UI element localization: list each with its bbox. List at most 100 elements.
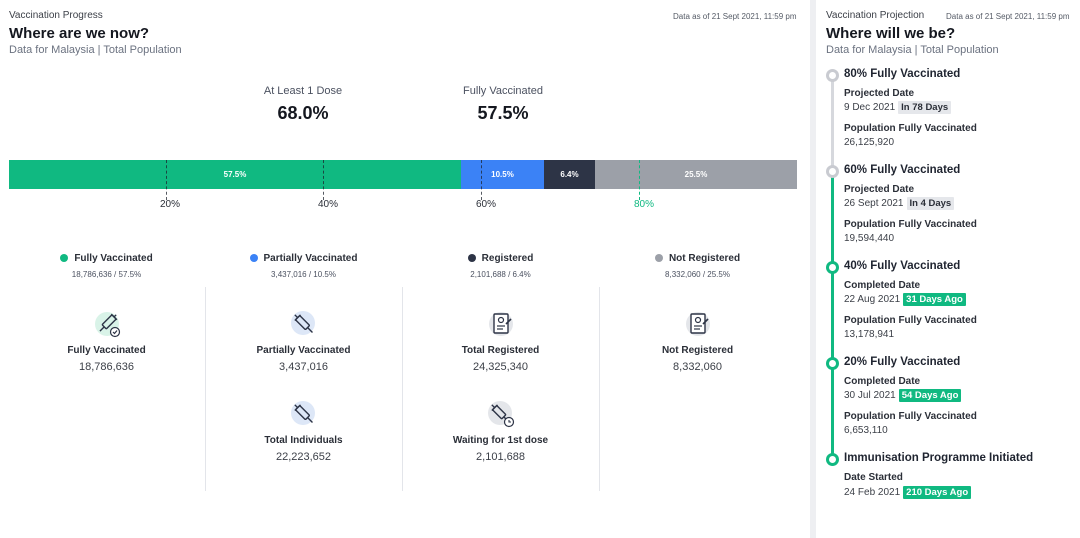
tick-label-80: 80%: [633, 199, 654, 210]
card-value: 8,332,060: [673, 361, 722, 373]
milestone-pop-label: Population Fully Vaccinated: [844, 315, 977, 326]
timeline-node-start: [826, 453, 839, 466]
milestone-pop: 6,653,110: [844, 425, 888, 436]
milestone-date: 22 Aug 2021: [844, 294, 901, 305]
legend-label: Not Registered: [668, 252, 741, 264]
card-value: 2,101,688: [476, 451, 525, 463]
legend-value: 3,437,016 / 10.5%: [271, 270, 336, 279]
card-value: 3,437,016: [279, 361, 328, 373]
syringe-icon: [290, 401, 315, 425]
column-divider: [205, 287, 206, 491]
tick-label-60: 60%: [475, 199, 496, 210]
legend-fully-vaccinated: Fully Vaccinated 18,786,636 / 57.5%: [8, 249, 205, 279]
timeline-node-40: [826, 261, 839, 274]
legend-label: Partially Vaccinated: [263, 252, 358, 264]
milestone-date-label: Projected Date: [844, 184, 915, 195]
milestone-title: Immunisation Programme Initiated: [844, 452, 1034, 464]
milestone-pop-label: Population Fully Vaccinated: [844, 219, 977, 230]
milestone-pop: 26,125,920: [844, 137, 895, 148]
column-divider: [599, 287, 600, 491]
bar-segment-partially-vaccinated[interactable]: 10.5%: [461, 160, 544, 189]
milestone-date-row: 9 Dec 2021 In 78 Days: [844, 101, 952, 114]
section-label: Vaccination Projection: [826, 10, 925, 21]
milestone-pop: 13,178,941: [844, 329, 895, 340]
bar-segment-not-registered[interactable]: 25.5%: [595, 160, 797, 189]
bar-segment-registered[interactable]: 6.4%: [544, 160, 595, 189]
card-total-registered: Total Registered 24,325,340: [402, 309, 599, 373]
milestone-date-label: Projected Date: [844, 88, 915, 99]
registration-form-icon: [488, 312, 513, 336]
vaccination-progress-bar: 57.5% 10.5% 6.4% 25.5%: [9, 160, 797, 189]
tick-label-20: 20%: [159, 199, 180, 210]
syringe-icon: [290, 311, 315, 335]
syringe-check-icon: [94, 312, 120, 338]
milestone-date-row: 30 Jul 2021 54 Days Ago: [844, 389, 962, 402]
legend-dot: [654, 254, 663, 262]
milestone-title: 40% Fully Vaccinated: [844, 260, 961, 272]
timeline-segment-pending: [831, 80, 834, 172]
page-subtitle: Data for Malaysia | Total Population: [826, 44, 999, 56]
milestone-date: 9 Dec 2021: [844, 102, 896, 113]
milestone-badge: In 4 Days: [906, 197, 955, 210]
page-subtitle: Data for Malaysia | Total Population: [9, 44, 182, 56]
milestone-date-label: Completed Date: [844, 280, 921, 291]
legend-label: Registered: [481, 252, 534, 264]
milestone-title: 80% Fully Vaccinated: [844, 68, 961, 80]
tick-line-80-target: [639, 160, 640, 200]
milestone-date-label: Date Started: [844, 472, 903, 483]
card-fully-vaccinated: Fully Vaccinated 18,786,636: [8, 309, 205, 373]
legend-registered: Registered 2,101,688 / 6.4%: [402, 249, 599, 279]
legend-value: 18,786,636 / 57.5%: [71, 270, 142, 279]
milestone-title: 20% Fully Vaccinated: [844, 356, 961, 368]
registration-form-icon: [685, 312, 710, 336]
column-divider: [402, 287, 403, 491]
timeline-node-80: [826, 69, 839, 82]
tick-line-40: [323, 160, 324, 200]
vaccination-progress-panel: Vaccination Progress Data as of 21 Sept …: [8, 10, 797, 491]
card-partially-vaccinated: Partially Vaccinated 3,437,016: [205, 309, 402, 373]
timeline-node-60: [826, 165, 839, 178]
legend-not-registered: Not Registered 8,332,060 / 25.5%: [599, 249, 796, 279]
legend-dot: [467, 254, 476, 262]
milestone-date-row: 26 Sept 2021 In 4 Days: [844, 197, 955, 210]
data-timestamp: Data as of 21 Sept 2021, 11:59 pm: [946, 12, 1070, 21]
stat-fully-vaccinated: Fully Vaccinated 57.5%: [423, 85, 583, 124]
legend-partially-vaccinated: Partially Vaccinated 3,437,016 / 10.5%: [205, 249, 402, 279]
card-label: Fully Vaccinated: [67, 345, 146, 356]
milestone-date-row: 24 Feb 2021 210 Days Ago: [844, 486, 972, 499]
panel-divider: [810, 0, 816, 538]
tick-label-40: 40%: [317, 199, 338, 210]
card-value: 24,325,340: [472, 361, 529, 373]
page-title: Where will we be?: [826, 25, 956, 42]
card-waiting-first-dose: Waiting for 1st dose 2,101,688: [402, 399, 599, 463]
data-timestamp: Data as of 21 Sept 2021, 11:59 pm: [673, 12, 797, 21]
syringe-clock-icon: [487, 401, 514, 428]
legend-label: Fully Vaccinated: [74, 252, 153, 264]
legend-dot: [249, 254, 258, 262]
milestone-date: 26 Sept 2021: [844, 198, 904, 209]
stat-at-least-one-dose: At Least 1 Dose 68.0%: [223, 85, 383, 124]
tick-line-60: [481, 160, 482, 200]
stat-label: At Least 1 Dose: [263, 85, 343, 97]
legend-value: 8,332,060 / 25.5%: [665, 270, 730, 279]
legend-dot: [60, 254, 69, 262]
card-label: Not Registered: [661, 345, 734, 356]
milestone-badge: 54 Days Ago: [898, 389, 962, 402]
card-label: Partially Vaccinated: [256, 345, 351, 356]
stat-value: 57.5%: [477, 103, 529, 123]
card-not-registered: Not Registered 8,332,060: [599, 309, 796, 373]
milestone-badge: 31 Days Ago: [903, 293, 966, 306]
milestone-title: 60% Fully Vaccinated: [844, 164, 961, 176]
card-label: Total Registered: [461, 345, 540, 356]
milestone-date-label: Completed Date: [844, 376, 921, 387]
timeline-segment-completed: [831, 176, 834, 460]
milestone-date-row: 22 Aug 2021 31 Days Ago: [844, 293, 966, 306]
milestone-date: 24 Feb 2021: [844, 487, 901, 498]
milestone-pop-label: Population Fully Vaccinated: [844, 411, 977, 422]
stat-value: 68.0%: [277, 103, 329, 123]
vaccination-projection-panel: Vaccination Projection Data as of 21 Sep…: [816, 0, 1080, 538]
section-label: Vaccination Progress: [9, 10, 103, 21]
card-label: Total Individuals: [264, 435, 343, 446]
milestone-pop-label: Population Fully Vaccinated: [844, 123, 977, 134]
bar-segment-fully-vaccinated[interactable]: 57.5%: [9, 160, 461, 189]
